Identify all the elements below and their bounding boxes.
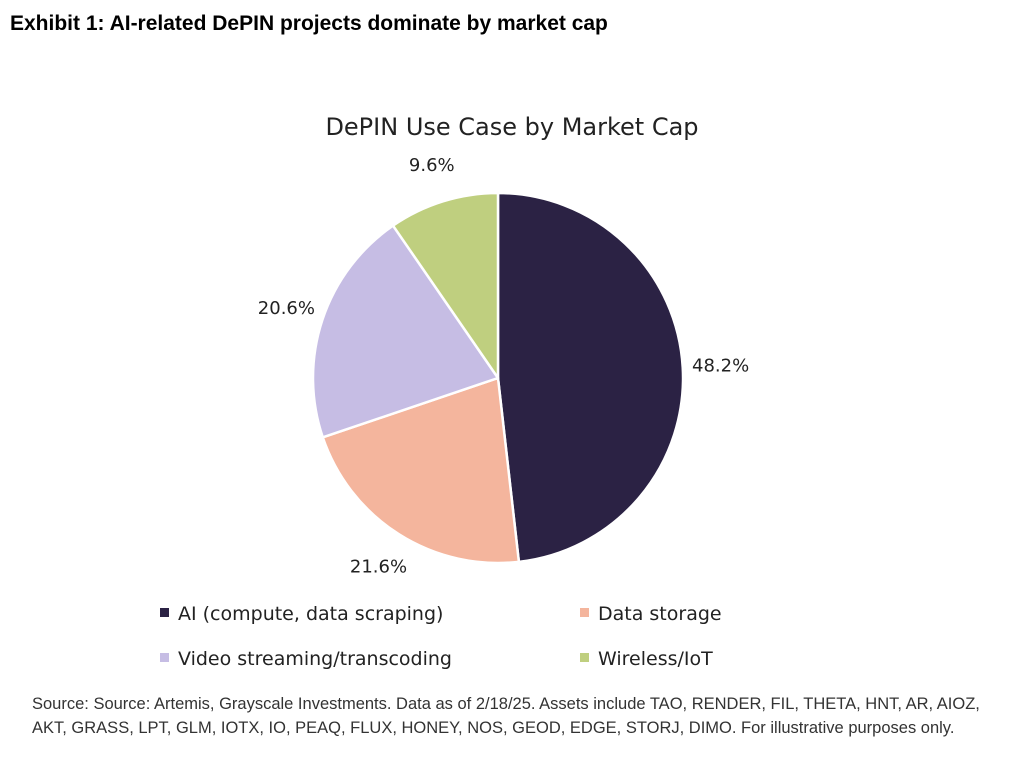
data-label-wireless-iot: 9.6% bbox=[409, 155, 455, 176]
legend-label: AI (compute, data scraping) bbox=[178, 603, 443, 625]
legend-label: Data storage bbox=[598, 603, 722, 625]
legend-swatch bbox=[160, 608, 169, 617]
legend: AI (compute, data scraping) Data storage V… bbox=[160, 603, 722, 670]
legend-swatch bbox=[580, 608, 589, 617]
legend-item-wireless-iot: Wireless/IoT bbox=[580, 648, 713, 670]
pie-slice-wireless-iot bbox=[391, 191, 500, 380]
pie-slices bbox=[311, 191, 685, 565]
legend-swatch bbox=[580, 653, 589, 662]
legend-item-data-storage: Data storage bbox=[580, 603, 722, 625]
legend-item-ai-compute-data-scraping: AI (compute, data scraping) bbox=[160, 603, 443, 625]
data-label-video-streaming-transcoding: 20.6% bbox=[258, 298, 315, 319]
data-label-data-storage: 21.6% bbox=[350, 556, 407, 577]
exhibit-title: Exhibit 1: AI-related DePIN projects dom… bbox=[10, 12, 608, 35]
source-note: Source: Source: Artemis, Grayscale Inves… bbox=[32, 695, 980, 737]
legend-label: Video streaming/transcoding bbox=[178, 648, 452, 670]
pie-chart: DePIN Use Case by Market Cap 48.2% 21.6% 2… bbox=[160, 113, 749, 670]
pie-slice-data-storage bbox=[321, 376, 521, 565]
data-labels: 48.2% 21.6% 20.6% 9.6% bbox=[258, 155, 749, 577]
legend-label: Wireless/IoT bbox=[598, 648, 713, 670]
legend-swatch bbox=[160, 653, 169, 662]
data-label-ai-compute-data-scraping: 48.2% bbox=[692, 355, 749, 376]
chart-title: DePIN Use Case by Market Cap bbox=[325, 113, 698, 141]
pie-slice-video-streaming-transcoding bbox=[311, 224, 500, 439]
legend-item-video-streaming-transcoding: Video streaming/transcoding bbox=[160, 648, 452, 670]
pie-slice-ai-compute-data-scraping bbox=[496, 191, 685, 564]
